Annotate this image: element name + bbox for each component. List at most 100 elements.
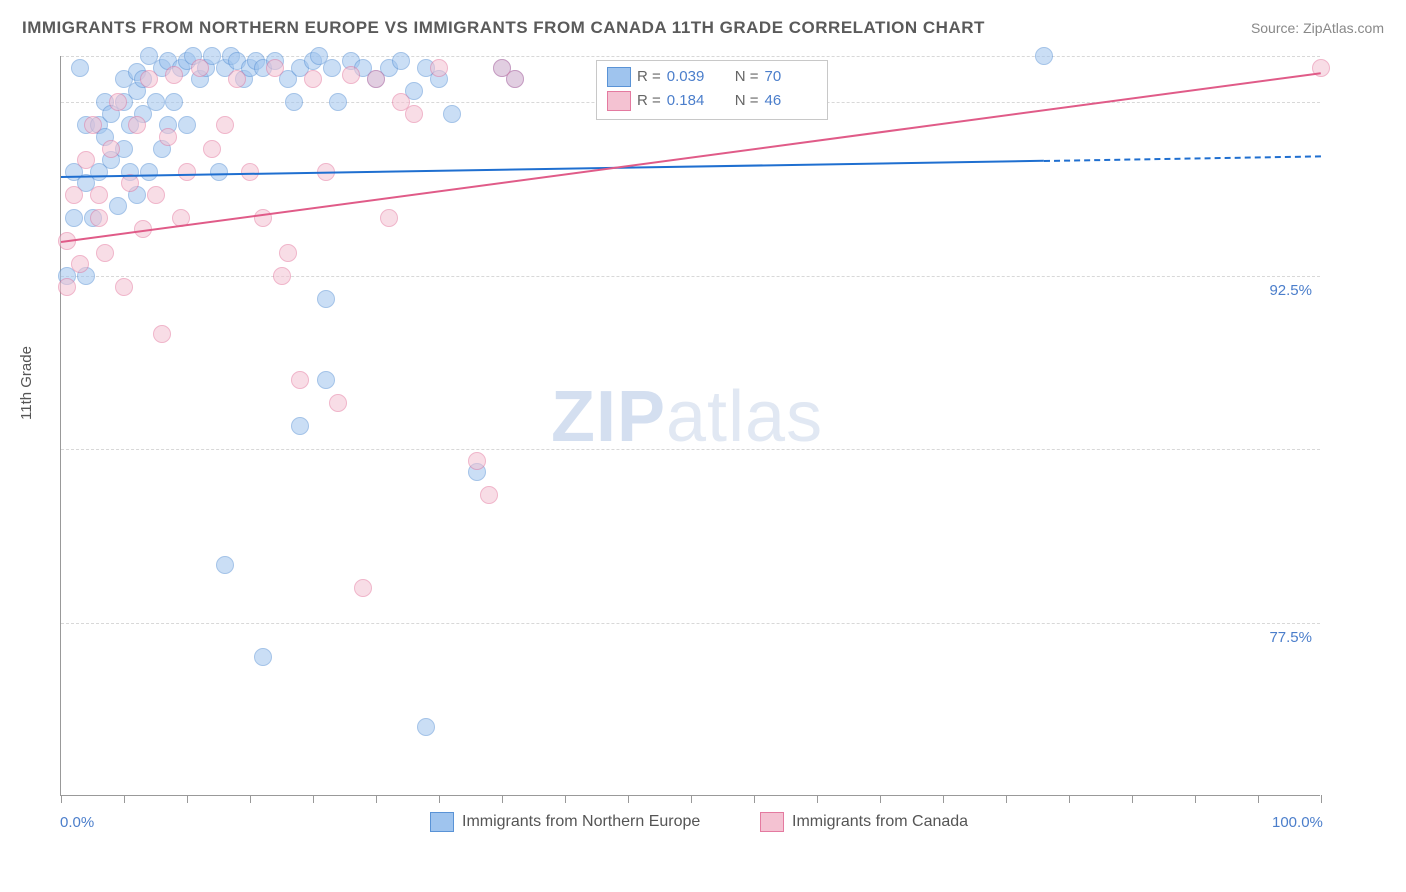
data-point [96, 244, 114, 262]
gridline [61, 449, 1320, 450]
data-point [392, 52, 410, 70]
legend-label: Immigrants from Northern Europe [462, 813, 700, 831]
data-point [84, 116, 102, 134]
r-label: R = [637, 89, 661, 113]
data-point [228, 70, 246, 88]
x-tick [61, 795, 62, 803]
x-tick [313, 795, 314, 803]
data-point [354, 579, 372, 597]
x-tick [1006, 795, 1007, 803]
data-point [254, 648, 272, 666]
x-tick [1321, 795, 1322, 803]
x-tick [628, 795, 629, 803]
data-point [380, 209, 398, 227]
data-point [216, 116, 234, 134]
x-tick [565, 795, 566, 803]
x-tick [187, 795, 188, 803]
source-prefix: Source: [1251, 20, 1303, 36]
data-point [506, 70, 524, 88]
data-point [77, 151, 95, 169]
n-value: 70 [765, 65, 817, 89]
r-value: 0.039 [667, 65, 719, 89]
data-point [165, 66, 183, 84]
data-point [480, 486, 498, 504]
data-point [165, 93, 183, 111]
y-tick-label: 92.5% [1269, 282, 1312, 299]
trend-line [1044, 155, 1321, 162]
data-point [65, 186, 83, 204]
data-point [178, 163, 196, 181]
data-point [153, 325, 171, 343]
x-tick [754, 795, 755, 803]
stats-legend-row: R =0.039 N =70 [607, 65, 817, 89]
data-point [128, 116, 146, 134]
data-point [140, 70, 158, 88]
legend-swatch [430, 812, 454, 832]
data-point [417, 718, 435, 736]
data-point [241, 163, 259, 181]
legend-swatch [607, 91, 631, 111]
legend-swatch [607, 67, 631, 87]
data-point [90, 209, 108, 227]
x-tick [817, 795, 818, 803]
x-tick [1195, 795, 1196, 803]
data-point [147, 186, 165, 204]
data-point [342, 66, 360, 84]
stats-legend-row: R =0.184N =46 [607, 89, 817, 113]
legend-label: Immigrants from Canada [792, 813, 968, 831]
source-attribution: Source: ZipAtlas.com [1251, 20, 1384, 36]
data-point [329, 93, 347, 111]
legend-item: Immigrants from Northern Europe [430, 812, 700, 832]
x-tick [880, 795, 881, 803]
gridline [61, 623, 1320, 624]
data-point [405, 105, 423, 123]
data-point [1035, 47, 1053, 65]
n-label: N = [735, 65, 759, 89]
x-tick [1069, 795, 1070, 803]
watermark: ZIPatlas [551, 376, 823, 458]
x-tick [250, 795, 251, 803]
legend-item: Immigrants from Canada [760, 812, 968, 832]
data-point [291, 371, 309, 389]
x-tick [439, 795, 440, 803]
data-point [191, 59, 209, 77]
data-point [216, 556, 234, 574]
data-point [329, 394, 347, 412]
x-tick [124, 795, 125, 803]
data-point [254, 209, 272, 227]
n-label: N = [735, 89, 759, 113]
data-point [140, 163, 158, 181]
source-link[interactable]: ZipAtlas.com [1303, 20, 1384, 36]
data-point [109, 197, 127, 215]
stats-legend: R =0.039 N =70R =0.184N =46 [596, 60, 828, 120]
data-point [115, 278, 133, 296]
data-point [323, 59, 341, 77]
y-tick-label: 77.5% [1269, 629, 1312, 646]
watermark-rest: atlas [666, 377, 823, 457]
data-point [58, 278, 76, 296]
x-tick [376, 795, 377, 803]
data-point [102, 140, 120, 158]
data-point [430, 59, 448, 77]
data-point [273, 267, 291, 285]
data-point [71, 59, 89, 77]
legend-swatch [760, 812, 784, 832]
x-tick [1258, 795, 1259, 803]
chart-title: IMMIGRANTS FROM NORTHERN EUROPE VS IMMIG… [22, 18, 985, 38]
n-value: 46 [765, 89, 817, 113]
data-point [147, 93, 165, 111]
x-tick [943, 795, 944, 803]
data-point [291, 417, 309, 435]
data-point [266, 59, 284, 77]
data-point [443, 105, 461, 123]
x-tick [502, 795, 503, 803]
r-label: R = [637, 65, 661, 89]
data-point [285, 93, 303, 111]
data-point [317, 290, 335, 308]
data-point [178, 116, 196, 134]
data-point [468, 452, 486, 470]
data-point [90, 186, 108, 204]
gridline [61, 276, 1320, 277]
data-point [203, 140, 221, 158]
watermark-bold: ZIP [551, 377, 666, 457]
